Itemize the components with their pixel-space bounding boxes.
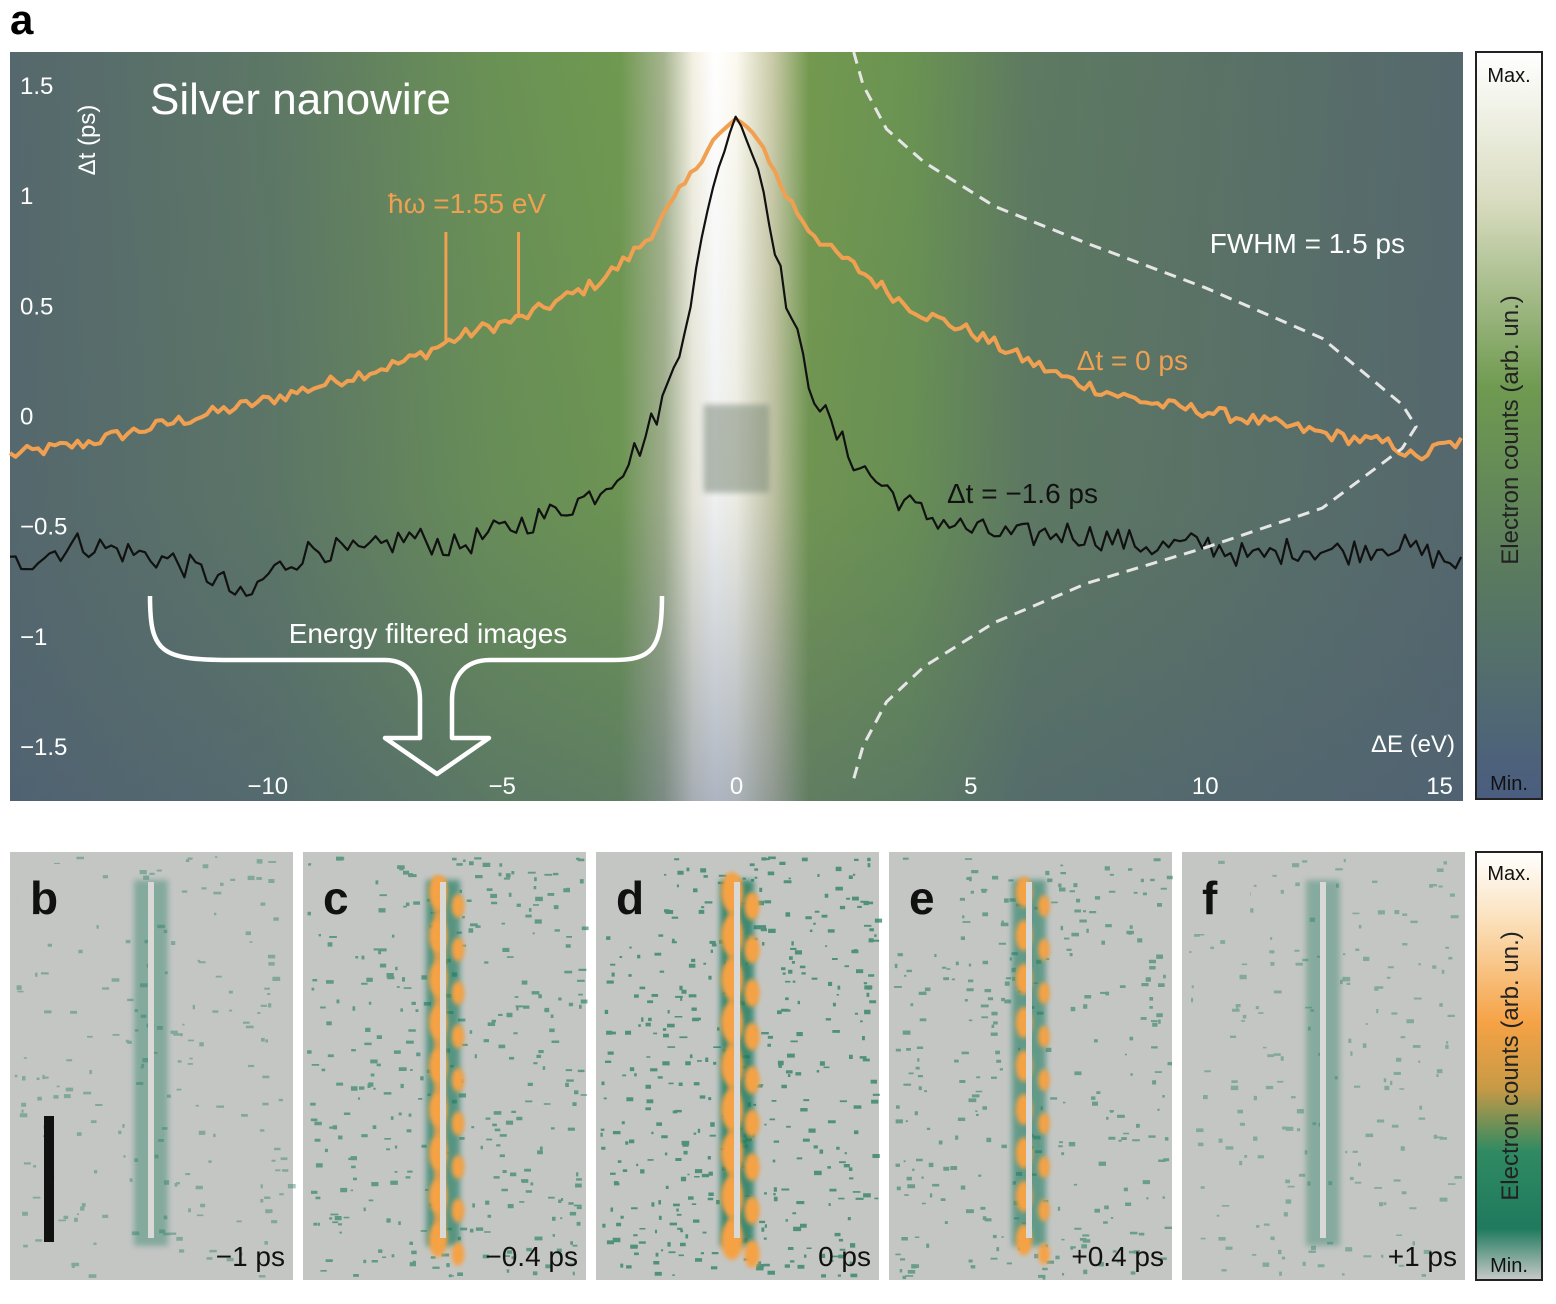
energy-filtered-maps: b −1 ps c −0.4 ps d 0 ps e +0.4 ps f +1 ps — [10, 852, 1465, 1280]
nanowire — [1320, 882, 1326, 1238]
colorbar-b-label: Electron counts (arb. un.) — [1497, 931, 1524, 1200]
fwhm-label: FWHM = 1.5 ps — [1210, 228, 1405, 259]
colorbar-a — [1475, 51, 1543, 800]
nanowire — [734, 882, 740, 1238]
x-tick-label: 0 — [730, 773, 743, 800]
colorbar-a-max: Max. — [1487, 65, 1530, 87]
time-delay-label: +1 ps — [1388, 1241, 1457, 1272]
x-tick-label: 10 — [1192, 773, 1219, 800]
panel-label-f: f — [1202, 872, 1218, 924]
x-tick-label: 15 — [1426, 773, 1453, 800]
map-panel-d: d 0 ps — [596, 852, 883, 1280]
time-delay-label: 0 ps — [818, 1241, 871, 1272]
time-delay-label: −0.4 ps — [485, 1241, 578, 1272]
plot-area-a: −10 −5 0 5 10 15 1.5 1 0.5 0 −0.5 −1 −1.5 Δt (ps) ΔE (… — [8, 51, 1463, 800]
photon-energy-label: ħω =1.55 eV — [388, 188, 546, 219]
map-panel-c: c −0.4 ps — [303, 852, 589, 1280]
black-trace-minus1p6ps — [9, 115, 1463, 597]
panel-label-c: c — [323, 872, 349, 924]
fwhm-envelope-dashed — [852, 51, 1418, 780]
panel-label-box — [18, 864, 78, 934]
chart-title: Silver nanowire — [150, 75, 451, 124]
series-label-black: Δt = −1.6 ps — [947, 478, 1098, 509]
y-tick-label: −1.5 — [20, 734, 67, 761]
panel-label-a: a — [10, 0, 34, 43]
panel-label-box — [311, 864, 371, 934]
x-tick-label: −5 — [488, 773, 515, 800]
y-tick-label: 0.5 — [20, 293, 53, 320]
y-tick-label: 1 — [20, 183, 33, 210]
scale-bar — [44, 1116, 54, 1242]
y-tick-label: 1.5 — [20, 73, 53, 100]
panel-label-e: e — [909, 872, 935, 924]
x-tick-label: −10 — [247, 773, 288, 800]
panel-label-b: b — [30, 872, 58, 924]
series-label-orange: Δt = 0 ps — [1077, 345, 1188, 376]
panel-label-box — [1190, 864, 1250, 934]
zero-loss-gap — [703, 404, 770, 493]
y-tick-label: −1 — [20, 624, 47, 651]
x-tick-label: 5 — [964, 773, 977, 800]
colorbar-b-max: Max. — [1487, 863, 1530, 885]
map-panel-e: e +0.4 ps — [889, 852, 1173, 1280]
colorbar-b-min: Min. — [1490, 1255, 1528, 1277]
panel-label-d: d — [616, 872, 644, 924]
nanowire — [148, 882, 154, 1238]
y-axis-label: Δt (ps) — [74, 105, 101, 176]
nanowire — [440, 882, 446, 1238]
colorbar-a-label: Electron counts (arb. un.) — [1497, 295, 1524, 564]
nanowire — [1026, 882, 1032, 1238]
map-panel-b: b −1 ps — [10, 852, 296, 1280]
time-delay-label: +0.4 ps — [1071, 1241, 1164, 1272]
panel-label-box — [604, 864, 664, 934]
y-tick-label: 0 — [20, 403, 33, 430]
y-tick-label: −0.5 — [20, 514, 67, 541]
colorbar-a-min: Min. — [1490, 773, 1528, 795]
plasmon-lobes — [1015, 876, 1050, 1265]
map-panel-f: f +1 ps — [1182, 852, 1465, 1280]
x-axis-label: ΔE (eV) — [1371, 731, 1455, 758]
colorbar-b — [1475, 851, 1543, 1281]
energy-filter-arrow — [147, 595, 665, 777]
time-delay-label: −1 ps — [216, 1241, 285, 1272]
energy-filtered-label: Energy filtered images — [289, 618, 568, 649]
panel-label-box — [897, 864, 957, 934]
